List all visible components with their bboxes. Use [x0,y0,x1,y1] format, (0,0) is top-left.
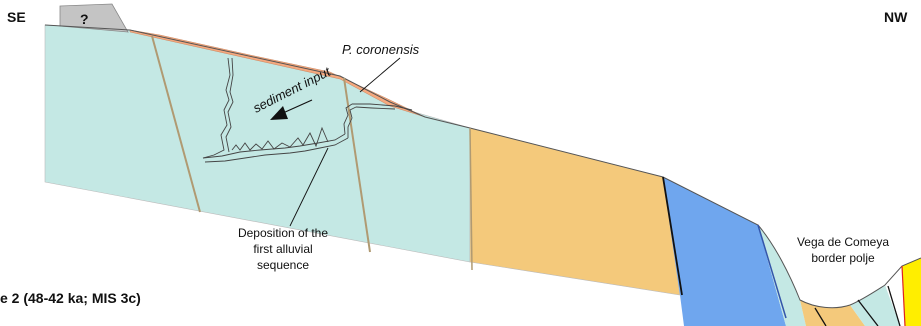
fault-1 [151,35,201,213]
contact-limestone-sandstone [469,127,473,271]
se-label: SE [7,9,26,25]
contact-shale-limestone [757,224,787,319]
sandstone-unit-middle [469,127,681,296]
deposition-label-line3: sequence [257,258,309,272]
polje-limestone-unit [850,285,900,326]
polje-label-line1: Vega de Comeya [797,235,889,249]
unknown-label: ? [80,11,89,27]
polje-contact-3 [814,307,827,326]
fault-2 [343,77,371,253]
sediment-arrow-shaft [282,99,313,114]
shale-unit-blue [663,177,786,326]
topographic-surface [44,24,921,309]
species-leader [359,57,401,93]
polje-sandstone-unit [800,300,865,326]
stage-caption: e 2 (48-42 ka; MIS 3c) [0,290,141,306]
contact-sandstone-shale [662,176,683,296]
polje-contact-red [901,265,906,326]
unknown-grey-block [59,3,129,33]
nw-label: NW [884,9,908,25]
yellow-unit [902,258,921,326]
species-label: P. coronensis [342,42,420,57]
deposition-label-line2: first alluvial [253,242,312,256]
sediment-arrow-head [270,106,288,120]
deposition-label-line1: Deposition of the [238,226,328,240]
polje-contact-2 [887,285,901,326]
deposition-leader [289,147,329,227]
cave-system [202,57,413,163]
polje-label-line2: border polje [811,251,875,265]
polje-contact-1 [857,299,879,326]
limestone-strip-right [758,225,806,326]
